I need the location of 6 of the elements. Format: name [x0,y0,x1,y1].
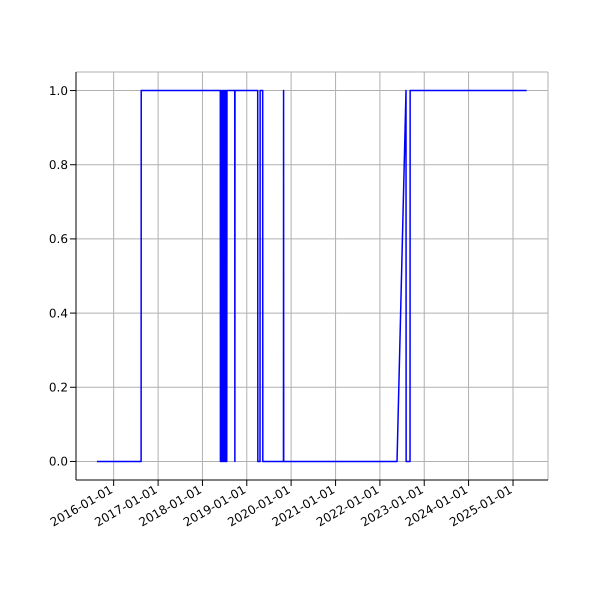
y-tick-label: 0.6 [48,232,68,246]
y-tick-label: 1.0 [48,84,68,98]
y-tick-label: 0.2 [48,380,68,395]
y-tick-label: 0.4 [48,306,68,320]
y-tick-label: 0.8 [48,158,68,172]
y-tick-label: 0.0 [48,454,68,469]
